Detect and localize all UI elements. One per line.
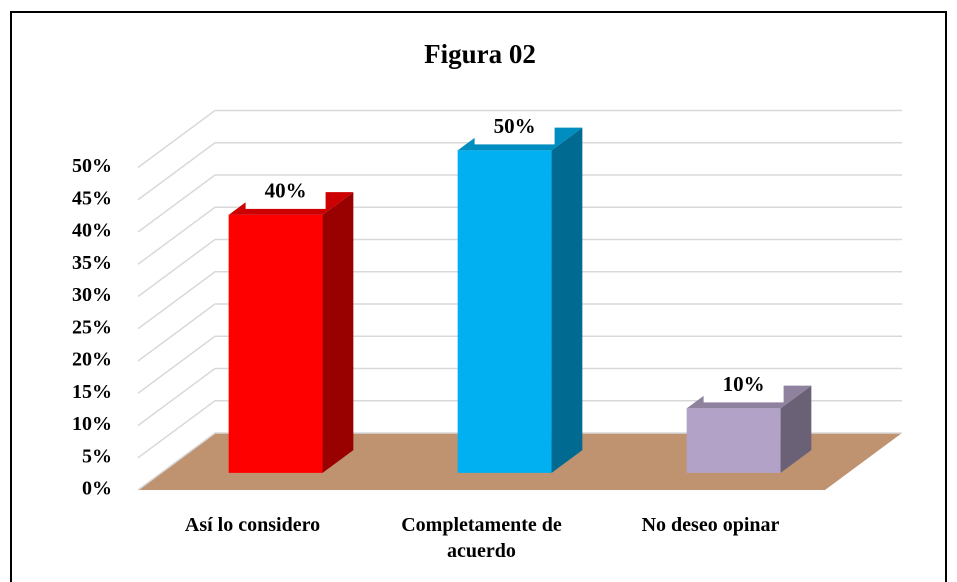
x-tick-label: Así lo considero [184,514,321,536]
grid-line [137,142,902,201]
grid-line [137,206,902,265]
y-tick-label: 20% [72,349,112,371]
bar-side [551,127,583,473]
value-label-box [474,112,555,145]
grid-line [137,238,902,298]
y-tick-label: 35% [72,252,112,274]
value-label: 40% [265,179,307,203]
x-tick-label: No deseo opinar [641,514,780,536]
y-tick-label: 30% [72,284,112,306]
bar-side [322,192,354,473]
grid-line [137,109,902,169]
y-tick-label: 25% [72,316,112,338]
bar [686,408,781,473]
grid-line [137,174,902,233]
grid-line [137,335,902,394]
grid-line [137,400,902,459]
x-tick-label: Completamente de acuerdo [401,514,562,562]
bar-side [780,385,812,473]
value-label: 50% [494,114,536,138]
y-tick-label: 40% [72,220,112,242]
y-tick-label: 10% [72,413,112,435]
value-label: 10% [723,372,765,396]
y-tick-label: 50% [72,155,112,177]
grid-line [137,432,902,491]
grid-line [137,367,902,427]
value-label-box [703,370,784,403]
chart-title: Figura 02 [424,39,536,69]
bar [457,150,552,473]
grid-line [137,271,902,330]
y-tick-label: 15% [72,381,112,403]
value-label-box [245,176,326,209]
y-tick-label: 0% [82,478,112,500]
grid-line [137,303,902,362]
y-tick-label: 5% [82,445,112,467]
y-tick-label: 45% [72,187,112,209]
bar [228,214,323,473]
